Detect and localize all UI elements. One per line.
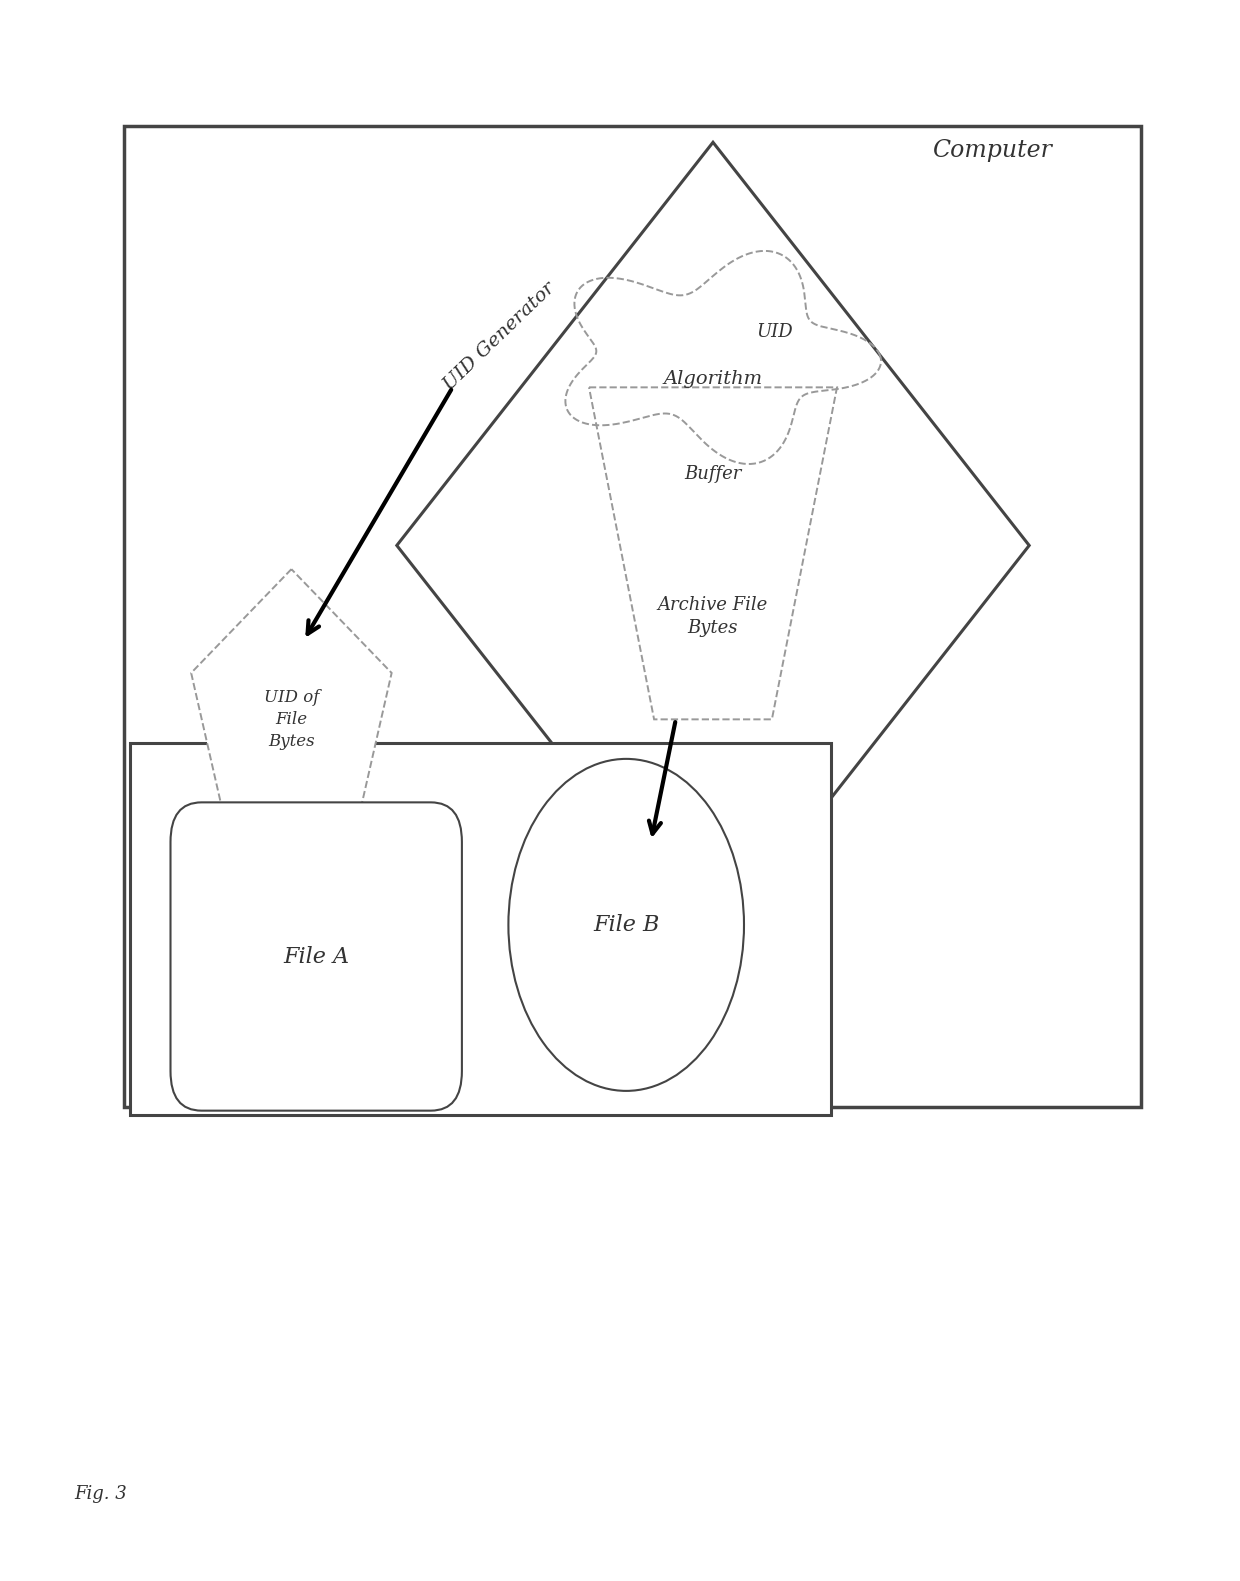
FancyBboxPatch shape <box>171 802 461 1110</box>
Text: UID Generator: UID Generator <box>440 278 558 394</box>
Text: Buffer: Buffer <box>684 465 742 484</box>
Text: Archive File
Bytes: Archive File Bytes <box>658 596 768 637</box>
Text: UID of
File
Bytes: UID of File Bytes <box>264 689 319 749</box>
Text: UID: UID <box>756 323 794 341</box>
Bar <box>124 126 1141 1107</box>
Polygon shape <box>589 387 837 719</box>
Bar <box>130 743 831 1115</box>
Polygon shape <box>191 569 392 841</box>
Polygon shape <box>397 142 1029 949</box>
Text: Fig. 3: Fig. 3 <box>74 1485 128 1504</box>
Text: File A: File A <box>283 945 350 968</box>
Text: Computer: Computer <box>932 139 1052 161</box>
Text: Algorithm: Algorithm <box>663 370 763 389</box>
Ellipse shape <box>508 759 744 1091</box>
Text: File B: File B <box>593 914 660 936</box>
